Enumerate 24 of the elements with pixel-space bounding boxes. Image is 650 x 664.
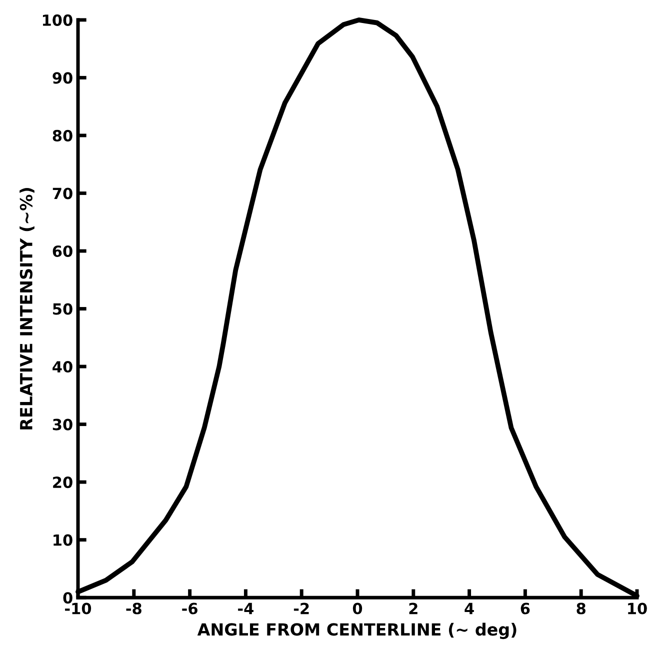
x-tick-label: 6 [520,602,530,614]
x-tick-label: 10 [628,602,647,614]
y-tick-label: 100 [42,14,72,26]
x-tick-label: 4 [464,602,474,614]
y-tick-label: 50 [53,303,72,315]
y-tick-label: 70 [52,188,72,200]
y-tick-label: 20 [53,476,72,488]
y-tick-label: 60 [52,245,72,258]
y-tick-label: 10 [54,534,72,546]
x-tick-label: -4 [238,602,254,614]
x-tick-label: 8 [576,602,586,614]
x-axis-title: ANGLE FROM CENTERLINE (~ deg) [197,622,516,640]
y-tick-label: 30 [52,418,72,430]
x-tick-label: -10 [65,602,92,614]
x-tick-label: -2 [294,602,309,614]
y-tick-label: 40 [52,360,72,373]
y-tick-label: 0 [63,592,72,604]
y-tick-label: 80 [52,130,72,142]
x-tick-label: -6 [182,602,198,614]
x-tick-label: -8 [126,602,142,614]
y-axis-title: RELATIVE INTENSITY (~%) [20,188,34,430]
x-tick-label: 0 [352,602,362,614]
x-tick-label: 2 [409,602,418,614]
y-tick-label: 90 [52,72,72,84]
